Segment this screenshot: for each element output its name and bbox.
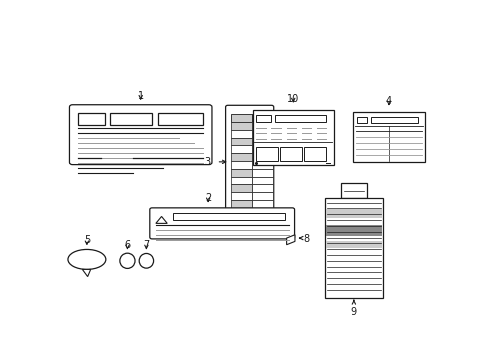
Bar xyxy=(110,113,152,125)
Text: 5: 5 xyxy=(83,235,90,245)
Bar xyxy=(252,115,267,121)
Bar xyxy=(230,122,251,130)
Bar xyxy=(251,114,272,122)
Text: 9: 9 xyxy=(350,307,356,316)
Bar xyxy=(370,117,418,123)
Bar xyxy=(251,130,272,138)
Bar xyxy=(78,113,104,125)
Bar xyxy=(230,138,251,145)
Bar xyxy=(275,115,326,122)
Bar xyxy=(173,213,284,220)
Text: 3: 3 xyxy=(203,157,210,167)
Bar xyxy=(230,130,251,138)
Bar xyxy=(325,240,381,248)
Bar xyxy=(251,200,272,208)
Ellipse shape xyxy=(139,253,153,268)
Bar xyxy=(256,147,278,161)
Text: 1: 1 xyxy=(137,91,143,101)
Bar xyxy=(352,112,424,162)
Text: 8: 8 xyxy=(303,234,309,244)
Bar xyxy=(251,192,272,200)
Bar xyxy=(262,110,267,115)
Bar xyxy=(251,161,272,169)
Bar xyxy=(230,169,251,176)
Text: 4: 4 xyxy=(385,96,391,107)
Text: 2: 2 xyxy=(204,193,211,203)
Bar xyxy=(251,138,272,145)
Bar xyxy=(230,184,251,192)
Text: 7: 7 xyxy=(143,240,149,250)
Bar xyxy=(230,153,251,161)
Bar xyxy=(304,147,326,161)
Polygon shape xyxy=(286,235,294,245)
Text: 6: 6 xyxy=(124,240,130,250)
FancyBboxPatch shape xyxy=(225,105,273,231)
Bar xyxy=(230,161,251,169)
Bar xyxy=(325,209,381,218)
Ellipse shape xyxy=(120,253,135,269)
Polygon shape xyxy=(82,269,90,276)
Bar xyxy=(230,192,251,200)
Bar xyxy=(256,115,271,122)
Bar xyxy=(340,183,366,198)
Bar xyxy=(230,176,251,184)
FancyBboxPatch shape xyxy=(149,208,294,239)
Bar xyxy=(158,113,203,125)
Bar xyxy=(251,184,272,192)
Bar xyxy=(251,153,272,161)
Text: 10: 10 xyxy=(286,94,299,104)
Bar xyxy=(252,110,333,165)
FancyBboxPatch shape xyxy=(69,105,211,165)
Bar xyxy=(251,176,272,184)
Polygon shape xyxy=(156,216,167,223)
Bar xyxy=(251,122,272,130)
Bar xyxy=(230,145,251,153)
Bar xyxy=(324,198,383,298)
Bar xyxy=(325,225,381,236)
Bar xyxy=(356,117,366,123)
Bar xyxy=(251,169,272,176)
Bar xyxy=(280,147,302,161)
Ellipse shape xyxy=(68,249,105,269)
Bar xyxy=(251,145,272,153)
Bar xyxy=(230,200,251,208)
Bar xyxy=(230,114,251,122)
